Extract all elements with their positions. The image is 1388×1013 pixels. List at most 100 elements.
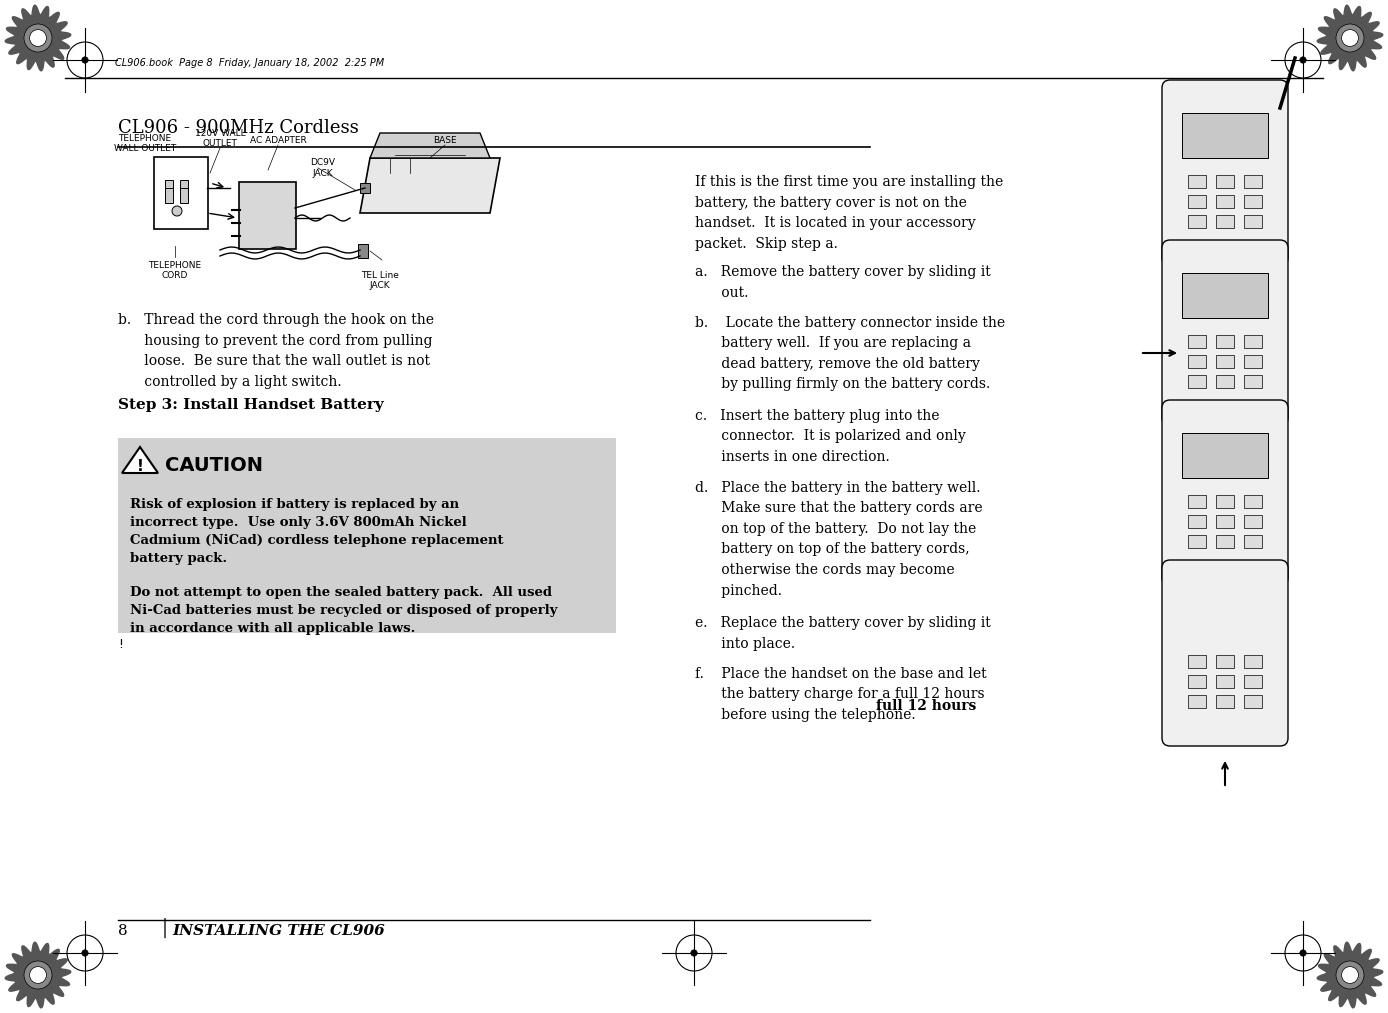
Bar	[1244, 495, 1262, 508]
Bar	[165, 180, 174, 188]
Bar	[1188, 535, 1206, 548]
Circle shape	[172, 206, 182, 216]
Text: !: !	[136, 459, 143, 473]
Text: TELEPHONE
WALL OUTLET: TELEPHONE WALL OUTLET	[114, 134, 176, 153]
Bar	[1244, 675, 1262, 688]
Text: │: │	[160, 918, 169, 938]
Bar	[1188, 695, 1206, 708]
FancyBboxPatch shape	[118, 438, 616, 633]
Bar	[1244, 515, 1262, 528]
Polygon shape	[6, 5, 71, 71]
Circle shape	[24, 961, 51, 989]
Text: f.    Place the handset on the base and let
      the battery charge for a full : f. Place the handset on the base and let…	[695, 667, 987, 722]
Circle shape	[1299, 57, 1306, 63]
Text: c.   Insert the battery plug into the
      connector.  It is polarized and only: c. Insert the battery plug into the conn…	[695, 408, 966, 464]
Bar	[1188, 194, 1206, 208]
Text: Do not attempt to open the sealed battery pack.  All used
Ni-Cad batteries must : Do not attempt to open the sealed batter…	[130, 586, 558, 635]
Bar	[1188, 375, 1206, 388]
Text: !: !	[118, 638, 124, 651]
Text: 120V WALL
OUTLET: 120V WALL OUTLET	[194, 129, 246, 148]
Bar	[1188, 335, 1206, 348]
Bar	[1216, 695, 1234, 708]
Bar	[1244, 335, 1262, 348]
Bar	[165, 187, 174, 203]
Text: full 12 hours: full 12 hours	[876, 699, 977, 713]
Bar	[1188, 655, 1206, 668]
Bar	[1244, 375, 1262, 388]
Bar	[1188, 495, 1206, 508]
Circle shape	[29, 29, 46, 47]
Bar	[1244, 355, 1262, 368]
Text: CL906 - 900MHz Cordless: CL906 - 900MHz Cordless	[118, 119, 358, 137]
Bar	[1216, 675, 1234, 688]
Circle shape	[82, 57, 89, 63]
Bar	[180, 187, 187, 203]
Text: a.   Remove the battery cover by sliding it
      out.: a. Remove the battery cover by sliding i…	[695, 265, 991, 300]
Polygon shape	[371, 133, 490, 158]
Bar	[1216, 515, 1234, 528]
FancyBboxPatch shape	[154, 157, 208, 229]
Bar	[1216, 355, 1234, 368]
Bar	[359, 183, 371, 193]
Text: INSTALLING THE CL906: INSTALLING THE CL906	[172, 924, 384, 938]
Bar	[1183, 433, 1269, 478]
Text: Risk of explosion if battery is replaced by an
incorrect type.  Use only 3.6V 80: Risk of explosion if battery is replaced…	[130, 498, 504, 565]
Text: AC ADAPTER: AC ADAPTER	[250, 136, 307, 145]
Text: d.   Place the battery in the battery well.
      Make sure that the battery cor: d. Place the battery in the battery well…	[695, 480, 983, 598]
Bar	[1216, 335, 1234, 348]
Bar	[180, 180, 187, 188]
Circle shape	[1337, 24, 1364, 52]
Text: DC9V
JACK: DC9V JACK	[310, 158, 335, 177]
Bar	[1244, 695, 1262, 708]
Text: b.    Locate the battery connector inside the
      battery well.  If you are re: b. Locate the battery connector inside t…	[695, 316, 1005, 391]
Bar	[1216, 655, 1234, 668]
Polygon shape	[6, 942, 71, 1008]
FancyBboxPatch shape	[1162, 560, 1288, 746]
Bar	[1188, 355, 1206, 368]
Text: If this is the first time you are installing the
battery, the battery cover is n: If this is the first time you are instal…	[695, 175, 1004, 251]
Text: BASE: BASE	[433, 136, 457, 145]
Bar	[1244, 215, 1262, 228]
FancyBboxPatch shape	[1162, 80, 1288, 266]
Text: Step 3: Install Handset Battery: Step 3: Install Handset Battery	[118, 398, 383, 412]
Circle shape	[1299, 950, 1306, 956]
Bar	[1188, 215, 1206, 228]
Bar	[1183, 272, 1269, 318]
Circle shape	[691, 950, 697, 956]
FancyBboxPatch shape	[1162, 240, 1288, 426]
Circle shape	[82, 950, 89, 956]
Bar	[1188, 515, 1206, 528]
Bar	[1216, 215, 1234, 228]
Bar	[1244, 655, 1262, 668]
FancyBboxPatch shape	[1162, 400, 1288, 586]
Bar	[1216, 535, 1234, 548]
Bar	[1216, 175, 1234, 188]
Text: e.   Replace the battery cover by sliding it
      into place.: e. Replace the battery cover by sliding …	[695, 616, 991, 650]
Circle shape	[29, 966, 46, 984]
Bar	[1216, 375, 1234, 388]
Polygon shape	[1317, 942, 1382, 1008]
Bar	[358, 244, 368, 258]
Bar	[1188, 175, 1206, 188]
Bar	[1183, 113, 1269, 158]
Text: b.   Thread the cord through the hook on the
      housing to prevent the cord f: b. Thread the cord through the hook on t…	[118, 313, 434, 389]
Text: 8: 8	[118, 924, 128, 938]
Bar	[1244, 535, 1262, 548]
Circle shape	[1342, 29, 1359, 47]
Bar	[1216, 194, 1234, 208]
Text: TELEPHONE
CORD: TELEPHONE CORD	[149, 261, 201, 281]
Circle shape	[1337, 961, 1364, 989]
Circle shape	[1342, 966, 1359, 984]
FancyBboxPatch shape	[239, 182, 296, 249]
Text: CL906.book  Page 8  Friday, January 18, 2002  2:25 PM: CL906.book Page 8 Friday, January 18, 20…	[115, 58, 384, 68]
Bar	[1244, 175, 1262, 188]
Text: CAUTION: CAUTION	[165, 456, 262, 475]
Polygon shape	[359, 158, 500, 213]
Polygon shape	[1317, 5, 1382, 71]
Text: TEL Line
JACK: TEL Line JACK	[361, 271, 398, 291]
Polygon shape	[122, 447, 158, 473]
Circle shape	[24, 24, 51, 52]
Bar	[1216, 495, 1234, 508]
Bar	[1244, 194, 1262, 208]
Bar	[1188, 675, 1206, 688]
